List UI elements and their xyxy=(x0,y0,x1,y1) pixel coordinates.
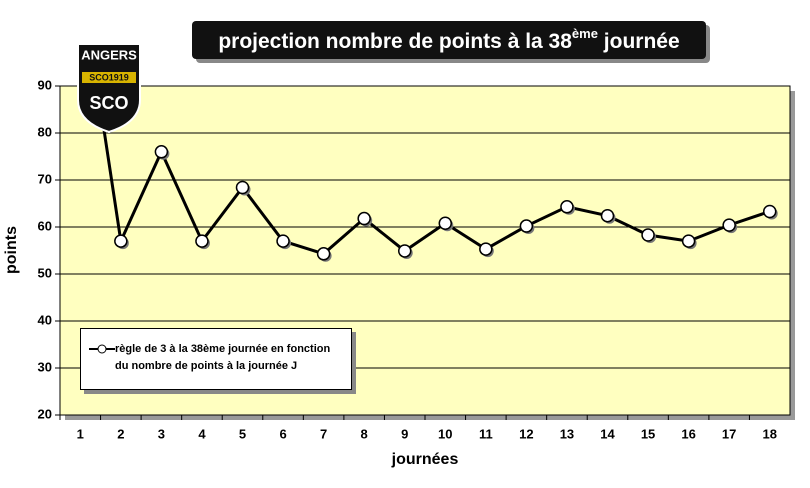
title-end: journée xyxy=(598,30,680,53)
point xyxy=(600,208,615,223)
x-tick-label: 12 xyxy=(519,426,533,441)
point xyxy=(722,218,736,232)
legend: règle de 3 à la 38ème journée en fonctio… xyxy=(80,328,352,390)
point xyxy=(357,211,371,226)
x-tick-label: 15 xyxy=(641,426,655,441)
x-tick-label: 18 xyxy=(762,426,776,441)
x-axis-title: journées xyxy=(391,451,459,468)
y-axis-title: points xyxy=(3,226,20,274)
x-tick-label: 16 xyxy=(681,426,695,441)
title-box xyxy=(192,21,706,59)
title-main: projection nombre de points à la 38 xyxy=(218,30,572,53)
title-sup: ème xyxy=(572,26,598,41)
x-tick-label: 10 xyxy=(438,426,452,441)
logo-band-text: SCO1919 xyxy=(89,72,129,82)
point xyxy=(560,200,574,214)
y-tick-label: 60 xyxy=(38,218,52,233)
point xyxy=(519,219,534,233)
logo-monogram: SCO xyxy=(89,93,128,113)
x-tick-label: 6 xyxy=(279,426,286,441)
x-tick-label: 14 xyxy=(600,426,615,441)
y-tick-label: 80 xyxy=(38,124,52,139)
point xyxy=(762,204,777,219)
x-tick-label: 2 xyxy=(117,426,124,441)
y-tick-label: 40 xyxy=(38,312,52,327)
x-tick-label: 13 xyxy=(560,426,574,441)
point xyxy=(276,234,290,248)
point xyxy=(681,234,696,248)
legend-label: règle de 3 à la 38ème journée en fonctio… xyxy=(115,343,331,372)
logo: ANGERS SCO1919 SCO xyxy=(77,43,141,134)
point xyxy=(235,180,250,195)
x-tick-label: 11 xyxy=(479,426,493,441)
x-tick-label: 9 xyxy=(401,426,408,441)
y-tick-label: 90 xyxy=(38,77,52,92)
point xyxy=(316,247,331,261)
x-tick-label: 4 xyxy=(198,426,206,441)
x-tick-label: 3 xyxy=(158,426,165,441)
point xyxy=(641,228,655,242)
y-tick-label: 50 xyxy=(38,265,52,280)
y-tick-label: 30 xyxy=(38,359,52,374)
legend-symbol xyxy=(89,344,115,354)
y-tick-label: 20 xyxy=(38,406,52,421)
x-tick-label: 17 xyxy=(722,426,736,441)
logo-name: ANGERS xyxy=(81,47,137,62)
x-tick-label: 7 xyxy=(320,426,327,441)
x-tick-label: 1 xyxy=(77,426,84,441)
point xyxy=(397,244,412,258)
point xyxy=(154,145,169,159)
point xyxy=(114,234,128,248)
plot-layer xyxy=(60,86,790,415)
y-tick-label: 70 xyxy=(38,171,52,186)
point xyxy=(479,242,493,256)
point xyxy=(195,234,209,248)
x-tick-label: 5 xyxy=(239,426,246,441)
point xyxy=(438,216,453,230)
logo-band xyxy=(82,72,136,83)
x-tick-label: 8 xyxy=(361,426,368,441)
chart-title: projection nombre de points à la 38ème j… xyxy=(218,26,679,52)
logo-shield xyxy=(77,43,141,134)
